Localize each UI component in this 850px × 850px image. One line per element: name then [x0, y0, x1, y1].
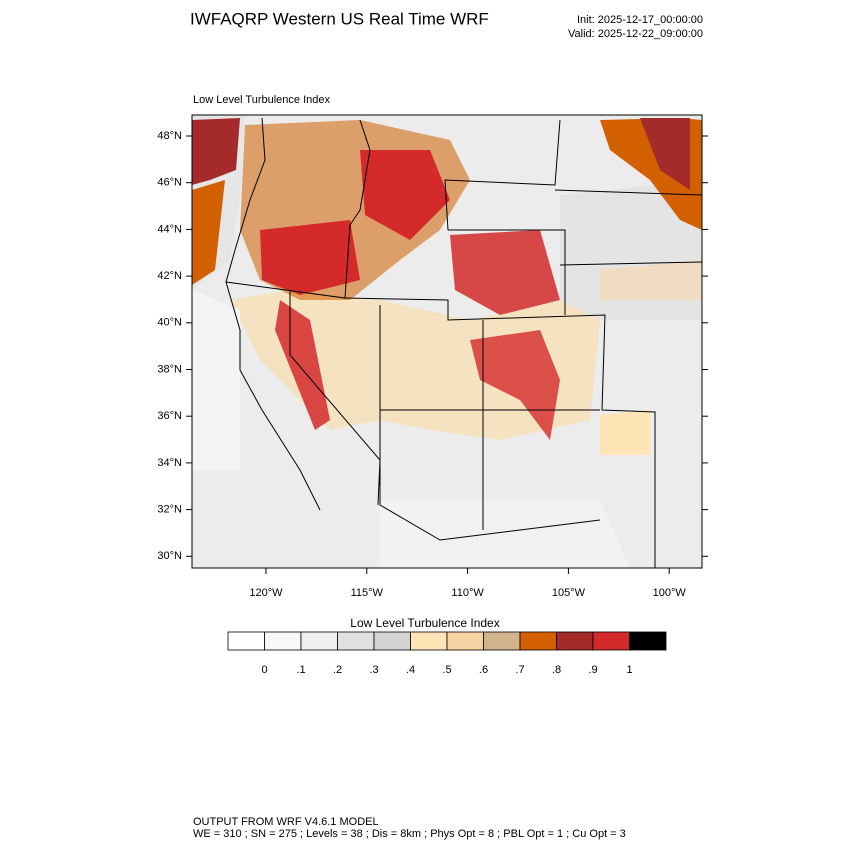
colorbar-title: Low Level Turbulence Index [350, 616, 499, 630]
lat-label: 34°N [157, 457, 182, 469]
lat-label: 40°N [157, 317, 182, 329]
colorbar-label: .3 [369, 664, 378, 676]
color-box [264, 631, 302, 651]
colorbar-label: .5 [442, 664, 451, 676]
color-box [373, 631, 411, 651]
lon-label: 100°W [653, 587, 687, 599]
color-box [629, 631, 667, 651]
color-box [483, 631, 521, 651]
colorbar-label: .8 [552, 664, 561, 676]
color-box [300, 631, 338, 651]
lat-label: 48°N [157, 130, 182, 142]
init-time: Init: 2025-12-17_00:00:00 [577, 14, 703, 26]
colorbar-label: .7 [515, 664, 524, 676]
colorbar-label: .4 [406, 664, 415, 676]
lon-label: 110°W [451, 587, 484, 599]
footer-line: WE = 310 ; SN = 275 ; Levels = 38 ; Dis … [193, 828, 626, 840]
color-box [337, 631, 375, 651]
lat-label: 46°N [157, 177, 182, 189]
lat-label: 30°N [157, 550, 182, 562]
map [192, 115, 702, 568]
color-box [227, 631, 265, 651]
colorbar-label: .1 [296, 664, 305, 676]
valid-time: Valid: 2025-12-22_09:00:00 [568, 28, 703, 40]
lat-label: 32°N [157, 504, 182, 516]
footer-line: OUTPUT FROM WRF V4.6.1 MODEL [193, 816, 379, 828]
lat-label: 44°N [157, 223, 182, 235]
color-box [556, 631, 594, 651]
lat-label: 36°N [157, 410, 182, 422]
colorbar-label: 0 [261, 664, 267, 676]
colorbar-label: .6 [479, 664, 488, 676]
colorbar-label: .2 [333, 664, 342, 676]
map-title: Low Level Turbulence Index [193, 94, 330, 106]
colorbar-label: .9 [588, 664, 597, 676]
lon-label: 105°W [552, 587, 586, 599]
color-box [592, 631, 630, 651]
color-box [446, 631, 484, 651]
color-box [410, 631, 448, 651]
map-frame [191, 114, 703, 569]
lon-label: 115°W [351, 587, 384, 599]
lat-label: 42°N [157, 270, 182, 282]
color-box [519, 631, 557, 651]
title: IWFAQRP Western US Real Time WRF [190, 9, 489, 28]
lon-label: 120°W [249, 587, 283, 599]
lat-label: 38°N [157, 363, 182, 375]
colorbar-label: 1 [626, 664, 632, 676]
